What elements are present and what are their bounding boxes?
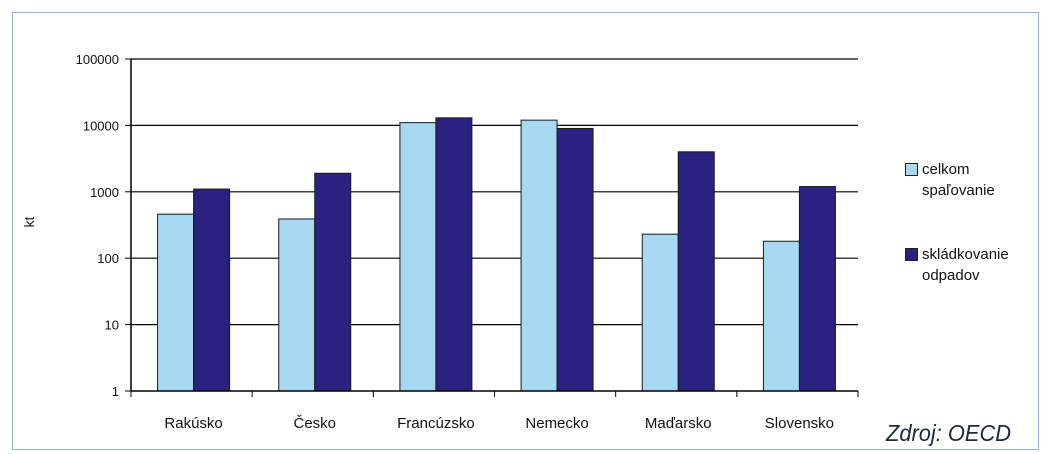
legend-label-series-2-line-1: skládkovanie [922, 246, 1009, 263]
y-tick-label: 10 [105, 318, 119, 333]
legend-label-series-1-line-2: spaľovanie [922, 182, 995, 199]
y-tick-label: 1000 [90, 185, 119, 200]
y-tick-label: 100000 [76, 52, 119, 67]
bar-series-1 [641, 233, 679, 392]
legend-label-series-2-line-2: odpadov [922, 267, 980, 284]
x-tick-label: Francúzsko [397, 415, 475, 432]
x-tick-label: Slovensko [765, 415, 834, 432]
bar-series-2 [435, 117, 473, 392]
x-tick-label: Nemecko [525, 415, 588, 432]
bar-series-1 [399, 122, 437, 392]
bar-series-2 [798, 186, 836, 392]
chart-frame [12, 12, 1039, 450]
y-tick-label: 1 [112, 384, 119, 399]
y-tick-label: 100 [97, 251, 119, 266]
legend-label-series-2: skládkovanie odpadov [922, 244, 1009, 286]
bar-series-2 [193, 188, 231, 392]
x-tick-label: Rakúsko [164, 415, 222, 432]
x-tick-label: Maďarsko [645, 415, 712, 432]
bar-series-1 [278, 218, 316, 392]
y-tick-label: 10000 [83, 118, 119, 133]
legend-swatch-series-1 [905, 163, 918, 176]
x-tick-label: Česko [293, 415, 336, 432]
bar-series-2 [677, 151, 715, 392]
bar-series-1 [520, 119, 558, 392]
bar-series-1 [762, 240, 800, 392]
bar-series-1 [157, 213, 195, 392]
y-axis-label: kt [21, 216, 37, 227]
bar-series-2 [556, 127, 594, 392]
bar-series-2 [314, 172, 352, 392]
legend-swatch-series-2 [905, 248, 918, 261]
source-note: Zdroj: OECD [886, 420, 1012, 446]
legend-label-series-1: celkom spaľovanie [922, 159, 995, 201]
legend-label-series-1-line-1: celkom [922, 161, 970, 178]
